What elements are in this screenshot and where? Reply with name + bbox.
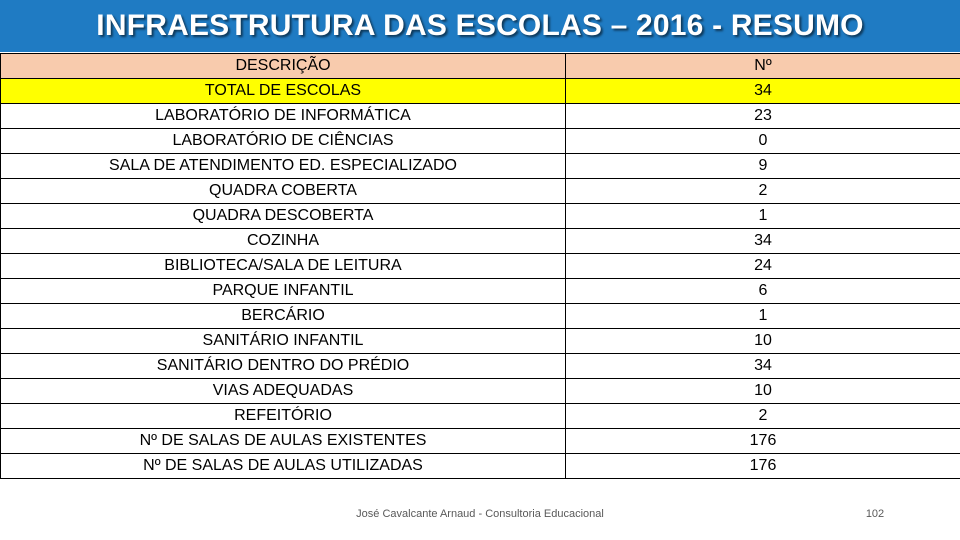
- table-row: LABORATÓRIO DE CIÊNCIAS 0: [0, 128, 960, 154]
- row-description: TOTAL DE ESCOLAS: [0, 78, 566, 104]
- table-row: BERCÁRIO 1: [0, 303, 960, 329]
- row-number: 10: [565, 328, 960, 354]
- table-row: Nº DE SALAS DE AULAS UTILIZADAS 176: [0, 453, 960, 479]
- row-description: REFEITÓRIO: [0, 403, 566, 429]
- table-row: SALA DE ATENDIMENTO ED. ESPECIALIZADO 9: [0, 153, 960, 179]
- table-row: SANITÁRIO INFANTIL 10: [0, 328, 960, 354]
- row-number: 34: [565, 353, 960, 379]
- row-number: 10: [565, 378, 960, 404]
- row-description: Nº DE SALAS DE AULAS UTILIZADAS: [0, 453, 566, 479]
- row-number: 1: [565, 203, 960, 229]
- row-number: 9: [565, 153, 960, 179]
- row-description: LABORATÓRIO DE CIÊNCIAS: [0, 128, 566, 154]
- row-description: LABORATÓRIO DE INFORMÁTICA: [0, 103, 566, 129]
- table-row: Nº DE SALAS DE AULAS EXISTENTES 176: [0, 428, 960, 454]
- row-description: SALA DE ATENDIMENTO ED. ESPECIALIZADO: [0, 153, 566, 179]
- infrastructure-summary-table: DESCRIÇÃO Nº TOTAL DE ESCOLAS 34 LABORAT…: [0, 53, 960, 479]
- row-description: QUADRA COBERTA: [0, 178, 566, 204]
- row-number: 6: [565, 278, 960, 304]
- table-row: QUADRA COBERTA 2: [0, 178, 960, 204]
- row-number: 176: [565, 453, 960, 479]
- row-description: BERCÁRIO: [0, 303, 566, 329]
- row-description: COZINHA: [0, 228, 566, 254]
- table-row: PARQUE INFANTIL 6: [0, 278, 960, 304]
- table-row: BIBLIOTECA/SALA DE LEITURA 24: [0, 253, 960, 279]
- page-number: 102: [865, 508, 885, 520]
- row-description: PARQUE INFANTIL: [0, 278, 566, 304]
- row-number: 2: [565, 403, 960, 429]
- row-description: Nº DE SALAS DE AULAS EXISTENTES: [0, 428, 566, 454]
- row-number: 34: [565, 78, 960, 104]
- row-number: 2: [565, 178, 960, 204]
- table-row: SANITÁRIO DENTRO DO PRÉDIO 34: [0, 353, 960, 379]
- title-bar: [0, 0, 960, 52]
- row-description: VIAS ADEQUADAS: [0, 378, 566, 404]
- header-number: Nº: [565, 53, 960, 79]
- table-row: COZINHA 34: [0, 228, 960, 254]
- slide-title: INFRAESTRUTURA DAS ESCOLAS – 2016 - RESU…: [96, 9, 864, 42]
- row-description: QUADRA DESCOBERTA: [0, 203, 566, 229]
- row-description: SANITÁRIO DENTRO DO PRÉDIO: [0, 353, 566, 379]
- row-number: 176: [565, 428, 960, 454]
- row-description: SANITÁRIO INFANTIL: [0, 328, 566, 354]
- row-number: 0: [565, 128, 960, 154]
- row-number: 1: [565, 303, 960, 329]
- row-number: 23: [565, 103, 960, 129]
- table-header-row: DESCRIÇÃO Nº: [0, 53, 960, 79]
- table-row: VIAS ADEQUADAS 10: [0, 378, 960, 404]
- table-row: REFEITÓRIO 2: [0, 403, 960, 429]
- row-number: 34: [565, 228, 960, 254]
- table-row: QUADRA DESCOBERTA 1: [0, 203, 960, 229]
- row-number: 24: [565, 253, 960, 279]
- row-description: BIBLIOTECA/SALA DE LEITURA: [0, 253, 566, 279]
- footer-author: José Cavalcante Arnaud - Consultoria Edu…: [356, 508, 604, 520]
- table-row: TOTAL DE ESCOLAS 34: [0, 78, 960, 104]
- header-description: DESCRIÇÃO: [0, 53, 566, 79]
- table-row: LABORATÓRIO DE INFORMÁTICA 23: [0, 103, 960, 129]
